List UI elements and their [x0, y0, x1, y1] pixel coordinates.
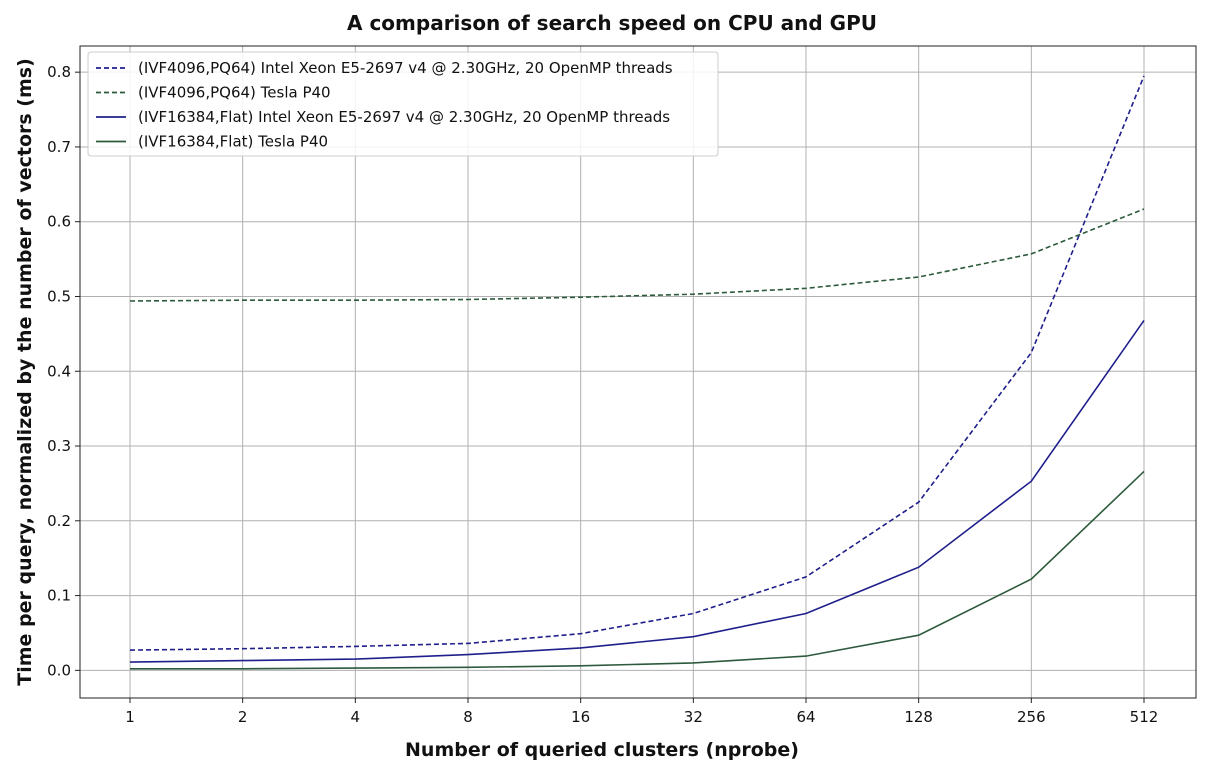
series-line-4 — [130, 470, 1145, 670]
x-axis-label: Number of queried clusters (nprobe) — [405, 739, 799, 761]
x-tick-label: 128 — [904, 708, 933, 726]
legend-label: (IVF16384,Flat) Tesla P40 — [138, 133, 328, 151]
y-tick-label: 0.8 — [47, 63, 71, 81]
x-axis-ticks: 1 2 4 8 16 32 64 128 256 512 — [125, 698, 1158, 726]
series-line-1 — [129, 75, 1145, 651]
y-tick-label: 0.3 — [47, 437, 71, 455]
x-tick-label: 512 — [1130, 708, 1159, 726]
legend-box — [87, 51, 719, 157]
x-tick-label: 64 — [796, 708, 815, 726]
y-axis-label: Time per query, normalized by the number… — [14, 58, 36, 686]
x-tick-label: 8 — [463, 708, 473, 726]
legend-label: (IVF4096,PQ64) Tesla P40 — [138, 84, 331, 102]
x-tick-label: 4 — [351, 708, 361, 726]
y-tick-label: 0.1 — [47, 587, 71, 605]
series-lines — [129, 75, 1145, 670]
plot-frame — [79, 45, 1197, 699]
x-tick-label: 16 — [571, 708, 590, 726]
legend-label: (IVF16384,Flat) Intel Xeon E5-2697 v4 @ … — [138, 108, 670, 126]
chart-title: A comparison of search speed on CPU and … — [347, 11, 877, 35]
series-line-2 — [129, 208, 1145, 302]
series-line-3 — [129, 319, 1145, 663]
y-tick-label: 0.2 — [47, 512, 71, 530]
legend: (IVF4096,PQ64) Intel Xeon E5-2697 v4 @ 2… — [87, 51, 719, 157]
x-tick-label: 256 — [1017, 708, 1046, 726]
y-tick-label: 0.7 — [47, 138, 71, 156]
y-tick-label: 0.4 — [47, 362, 71, 380]
y-tick-label: 0.6 — [47, 213, 71, 231]
y-axis-ticks: 0.0 0.1 0.2 0.3 0.4 0.5 0.6 0.7 0.8 — [47, 63, 80, 679]
y-tick-label: 0.5 — [47, 287, 71, 305]
x-tick-label: 1 — [125, 708, 135, 726]
legend-label: (IVF4096,PQ64) Intel Xeon E5-2697 v4 @ 2… — [138, 59, 673, 77]
x-tick-label: 32 — [684, 708, 703, 726]
x-tick-label: 2 — [238, 708, 248, 726]
y-tick-label: 0.0 — [47, 661, 71, 679]
